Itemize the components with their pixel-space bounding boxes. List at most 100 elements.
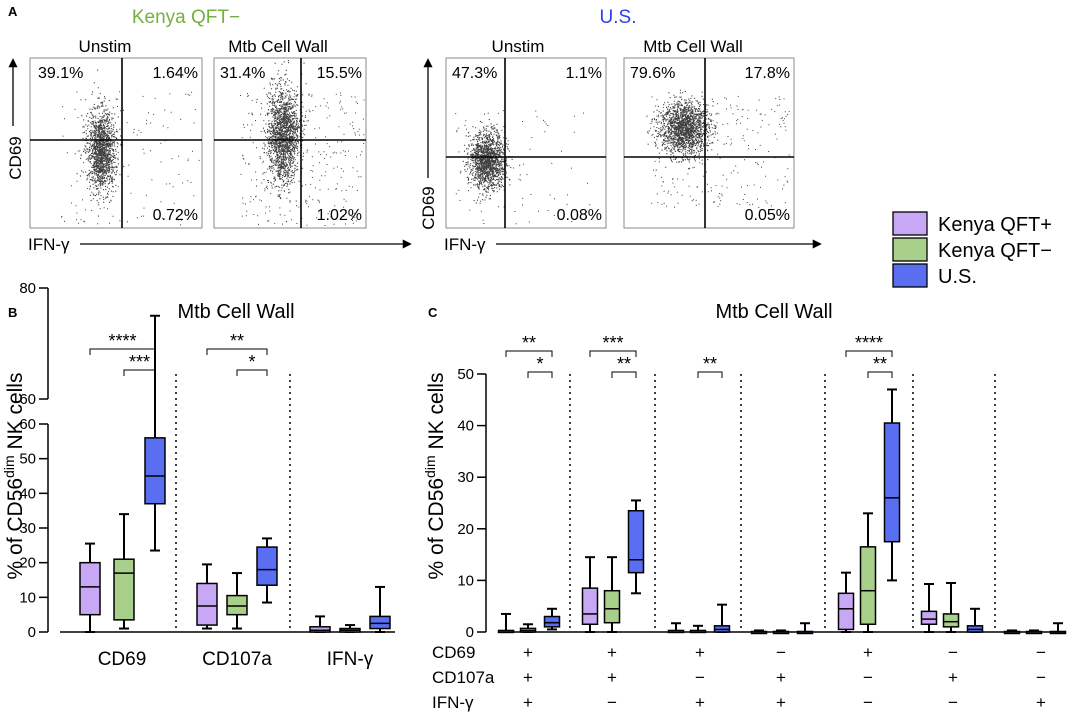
significance-label: ** (873, 354, 887, 374)
flow-plot-4-ul-pct: 79.6% (630, 65, 675, 82)
box-us (144, 314, 166, 552)
box-kenya-qft-pos (581, 556, 599, 633)
marker-combo-symbol: + (523, 668, 533, 687)
significance-bracket (845, 350, 893, 357)
marker-combo-symbol: − (948, 693, 958, 712)
y-tick-label: 60 (19, 391, 36, 408)
flow-plot-4-events (646, 89, 790, 210)
flow-plot-3-lr-pct: 0.08% (557, 207, 602, 224)
significance-annotation: **** (89, 331, 156, 355)
marker-combo-symbol: − (1036, 643, 1046, 662)
y-tick-label: 60 (19, 416, 36, 433)
y-tick-label: 50 (19, 451, 36, 468)
significance-bracket (505, 350, 553, 357)
panel-label-c: C (428, 305, 438, 320)
panel-c-significance: ******** ******** (505, 333, 893, 378)
panel-b-axes: 0 10 20 30 40 50 60 60 80 CD69 CD107a IFN-γ (19, 280, 395, 670)
significance-label: ** (703, 354, 717, 374)
panel-b-significance: ********** (89, 331, 268, 376)
y-tick-label: 10 (457, 572, 474, 589)
marker-combo-symbol: + (863, 643, 873, 662)
box-iqr (113, 558, 135, 621)
legend-label-us: U.S. (938, 266, 977, 288)
box-iqr (581, 587, 599, 626)
flow-events-cloud (240, 60, 365, 226)
significance-bracket (89, 348, 156, 355)
significance-bracket (611, 371, 637, 378)
box-iqr (196, 582, 218, 626)
panel-label-a: A (8, 4, 18, 19)
flow-plot-2-frame (213, 57, 367, 229)
panel-c-boxes (497, 388, 1067, 635)
panel-c-axes: 0 10 20 30 40 50 (457, 366, 1066, 641)
significance-bracket (527, 371, 553, 378)
box-iqr (920, 610, 938, 626)
marker-row-label: CD107a (432, 668, 495, 687)
box-us (713, 603, 731, 633)
significance-annotation: *** (589, 333, 637, 357)
box-iqr (369, 615, 391, 630)
significance-bracket (589, 350, 637, 357)
box-us (369, 585, 391, 633)
marker-combo-symbol: − (1036, 668, 1046, 687)
flow-plot-3-events (455, 110, 591, 225)
significance-label: * (536, 354, 543, 374)
significance-annotation: *** (123, 352, 156, 376)
flow-events-cloud (61, 69, 200, 226)
significance-annotation: ** (505, 333, 553, 357)
flow-plot-1-frame (29, 57, 203, 229)
flow-plot-1-ul-pct: 39.1% (38, 65, 83, 82)
box-kenya-qft-pos (196, 563, 218, 630)
us-ifng-axis-label: IFN-γ (444, 235, 486, 254)
significance-bracket (123, 369, 156, 376)
box-us (966, 607, 984, 633)
marker-row-label: CD69 (432, 643, 475, 662)
y-tick-label: 40 (19, 485, 36, 502)
y-tick-label: 0 (28, 624, 36, 641)
y-tick-label: 20 (457, 521, 474, 538)
flow-plot-3-ur-pct: 1.1% (566, 65, 602, 82)
flow-plot-4-title: Mtb Cell Wall (643, 37, 743, 56)
box-us (256, 537, 278, 604)
marker-combo-symbol: − (863, 668, 873, 687)
y-tick-label: 10 (19, 589, 36, 606)
panel-c-title: Mtb Cell Wall (715, 301, 832, 323)
legend-swatch-kenya-qft-neg (892, 237, 928, 262)
marker-combo-symbol: + (607, 643, 617, 662)
box-kenya-qft-pos (667, 622, 685, 634)
panel-c-y-axis-label: % of CD56dim NK cells (422, 373, 448, 580)
significance-label: ** (230, 331, 244, 351)
x-category-label: CD69 (98, 649, 147, 670)
significance-label: *** (602, 333, 623, 353)
y-tick-label: 20 (19, 555, 36, 572)
significance-label: ** (522, 333, 536, 353)
flow-plot-2-events (240, 60, 365, 226)
significance-label: **** (108, 331, 136, 351)
marker-combo-symbol: + (1036, 693, 1046, 712)
flow-plot-1-ur-pct: 1.64% (153, 65, 198, 82)
significance-bracket (867, 371, 893, 378)
marker-combo-symbol: + (776, 693, 786, 712)
box-kenya-qft-pos (497, 612, 515, 634)
box-kenya-qft-neg (339, 624, 361, 633)
marker-combo-symbol: + (695, 643, 705, 662)
flow-plot-3-ul-pct: 47.3% (452, 65, 497, 82)
flow-plot-2-title: Mtb Cell Wall (228, 37, 328, 56)
panel-b-title: Mtb Cell Wall (177, 301, 294, 323)
flow-plot-1-lr-pct: 0.72% (153, 207, 198, 224)
legend-label-kenya-qft-pos: Kenya QFT+ (938, 214, 1052, 236)
significance-bracket (206, 348, 268, 355)
box-kenya-qft-neg (772, 629, 790, 635)
y-tick-label: 50 (457, 366, 474, 383)
box-kenya-qft-pos (309, 615, 331, 633)
kenya-ifng-axis-label: IFN-γ (28, 235, 70, 254)
box-iqr (543, 615, 561, 628)
us-cd69-axis-label: CD69 (419, 186, 438, 229)
box-iqr (883, 422, 901, 543)
box-kenya-qft-pos (837, 571, 855, 633)
box-kenya-qft-pos (79, 542, 101, 633)
flow-plot-1-events (61, 69, 200, 226)
flow-plot-4-ur-pct: 17.8% (745, 65, 790, 82)
significance-annotation: * (236, 352, 268, 376)
